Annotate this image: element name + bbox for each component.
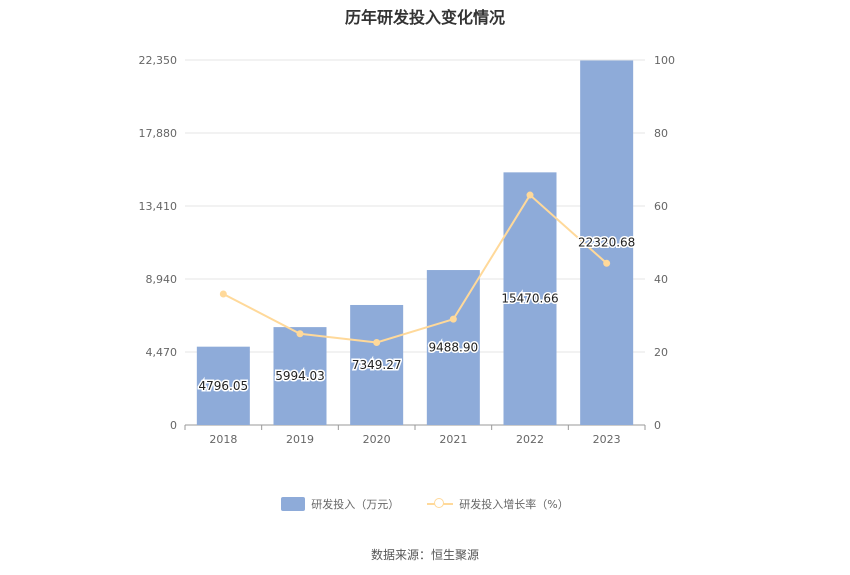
growth-point	[373, 339, 381, 347]
bar-data-label: 4796.05	[199, 379, 249, 393]
bar-data-label: 9488.90	[429, 341, 479, 355]
legend-bar-swatch	[281, 497, 306, 511]
legend-label-rd-investment: 研发投入（万元）	[311, 498, 400, 511]
legend-line-swatch	[427, 497, 454, 511]
y-right-tick-label: 80	[654, 127, 668, 140]
y-right-tick-label: 20	[654, 346, 668, 359]
chart-legend: 研发投入（万元） 研发投入增长率（%）	[0, 496, 850, 512]
data-source-note: 数据来源：恒生聚源	[370, 548, 479, 562]
bar-data-label: 7349.27	[352, 358, 402, 372]
y-left-tick-label: 4,470	[146, 346, 178, 359]
bar-data-label: 22320.68	[578, 236, 635, 250]
x-tick-label: 2019	[286, 433, 314, 446]
x-tick-label: 2020	[363, 433, 391, 446]
y-left-tick-label: 13,410	[139, 200, 178, 213]
bar	[273, 327, 327, 425]
growth-point	[219, 290, 227, 298]
x-tick-label: 2022	[516, 433, 544, 446]
y-left-tick-label: 17,880	[139, 127, 178, 140]
bar	[503, 172, 557, 425]
growth-point	[449, 315, 457, 323]
y-right-tick-label: 60	[654, 200, 668, 213]
growth-point	[603, 259, 611, 267]
legend-item-growth-rate[interactable]: 研发投入增长率（%）	[427, 496, 569, 512]
growth-point	[526, 191, 534, 199]
bar-data-label: 5994.03	[275, 369, 325, 383]
x-tick-label: 2021	[439, 433, 467, 446]
chart-title: 历年研发投入变化情况	[344, 8, 505, 27]
growth-point	[296, 330, 304, 338]
growth-line	[222, 193, 608, 344]
y-right-tick-label: 100	[654, 54, 675, 67]
bar	[350, 304, 404, 425]
y-left-tick-label: 8,940	[146, 273, 178, 286]
x-tick-label: 2023	[593, 433, 621, 446]
bar	[426, 270, 480, 425]
bar	[196, 346, 250, 425]
chart-plot: 0 4,470 8,940 13,410 17,880 22,350 0 20 40 60 80 10…	[139, 54, 676, 446]
y-left-tick-label: 0	[170, 419, 177, 432]
bar-data-label: 15470.66	[501, 292, 558, 306]
bar	[580, 60, 634, 426]
y-left-tick-label: 22,350	[139, 54, 178, 67]
y-right-tick-label: 0	[654, 419, 661, 432]
x-tick-label: 2018	[209, 433, 237, 446]
y-right-tick-label: 40	[654, 273, 668, 286]
legend-item-rd-investment[interactable]: 研发投入（万元）	[281, 496, 399, 512]
legend-label-growth-rate: 研发投入增长率（%）	[459, 498, 569, 511]
